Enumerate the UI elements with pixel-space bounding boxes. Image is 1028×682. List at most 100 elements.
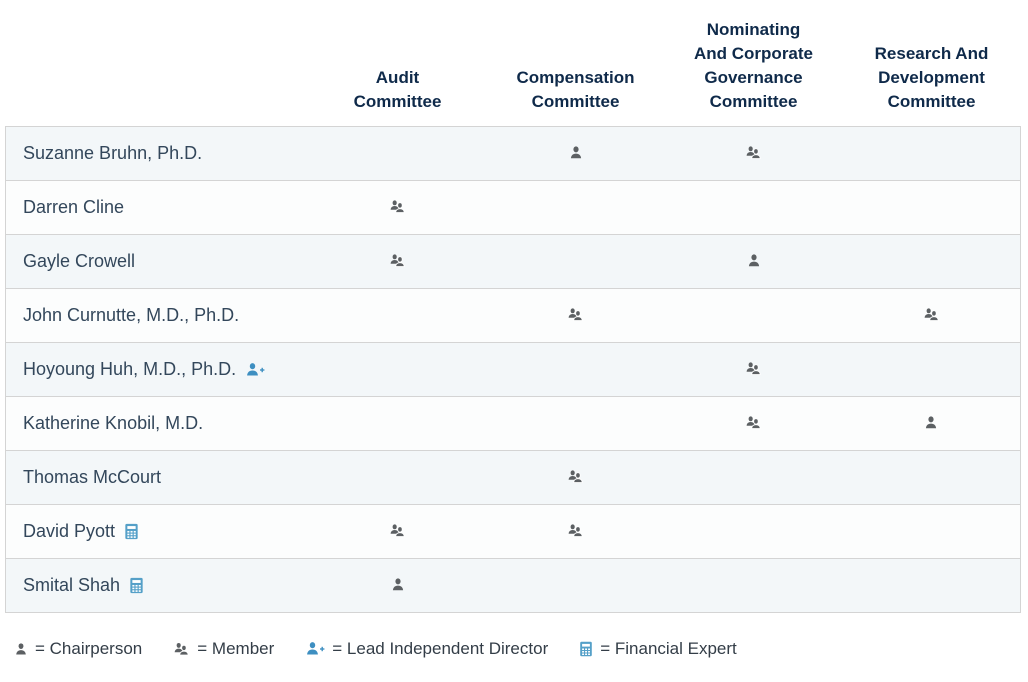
committee-membership-cell [486,450,665,505]
table-row: David Pyott [5,504,1021,559]
member-name: Darren Cline [23,197,125,217]
member-name-column-header [6,0,309,127]
committee-membership-cell [664,396,843,451]
committee-membership-cell [486,234,665,289]
member-name-cell: Thomas McCourt [5,450,309,505]
committee-membership-cell [486,126,665,181]
member-name: Gayle Crowell [23,251,136,271]
legend-item: = Financial Expert [579,639,737,659]
committee-membership-cell [842,180,1021,235]
member-name: John Curnutte, M.D., Ph.D. [23,305,240,325]
committee-membership-cell [664,558,843,613]
table-body: Suzanne Bruhn, Ph.D. Darren Cline Gayle Cr… [5,126,1021,613]
member-name-cell: Darren Cline [5,180,309,235]
member-name-cell: Smital Shah [5,558,309,613]
committee-membership-cell [308,180,487,235]
committee-membership-cell [308,342,487,397]
member-icon [567,523,584,539]
committee-membership-cell [664,288,843,343]
committee-membership-table: Audit Committee Compensation Committee N… [5,0,1021,613]
table-row: Darren Cline [5,180,1021,235]
member-icon [567,307,584,323]
column-header-research-development-committee: Research And Development Committee [874,44,989,111]
committee-membership-cell [842,396,1021,451]
member-name: Suzanne Bruhn, Ph.D. [23,143,203,163]
lead-independent-director-icon [305,641,325,657]
legend-label: = Lead Independent Director [332,639,549,658]
member-name: Smital Shah [23,575,121,595]
chairperson-icon [569,145,583,161]
legend-label: = Member [197,639,275,658]
legend-label: = Chairperson [35,639,143,658]
legend-item: = Lead Independent Director [305,639,548,659]
committee-membership-cell [664,180,843,235]
member-icon [745,415,762,431]
committee-membership-cell [664,450,843,505]
table-row: Smital Shah [5,558,1021,613]
legend-item: = Chairperson [14,639,142,659]
member-icon [389,253,406,269]
committee-membership-cell [842,558,1021,613]
member-icon [389,523,406,539]
committee-membership-cell [842,126,1021,181]
committee-membership-cell [486,288,665,343]
member-icon [745,145,762,161]
committee-membership-cell [664,342,843,397]
legend-label: = Financial Expert [600,639,737,658]
committee-membership-cell [664,234,843,289]
legend-item: = Member [173,639,274,659]
committee-membership-cell [308,288,487,343]
committee-membership-cell [842,450,1021,505]
committee-membership-cell [486,180,665,235]
table-header: Audit Committee Compensation Committee N… [6,0,1021,127]
table-row: John Curnutte, M.D., Ph.D. [5,288,1021,343]
column-header-nominating-governance-committee: Nominating And Corporate Governance Comm… [694,20,813,111]
committee-membership-cell [486,396,665,451]
member-name: Thomas McCourt [23,467,162,487]
committee-membership-cell [842,288,1021,343]
member-name-cell: John Curnutte, M.D., Ph.D. [5,288,309,343]
committee-membership-cell [308,126,487,181]
column-header-audit-committee: Audit Committee [353,68,442,111]
committee-membership-cell [308,396,487,451]
committee-membership-cell [486,342,665,397]
committee-membership-cell [842,342,1021,397]
member-name-cell: Hoyoung Huh, M.D., Ph.D. [5,342,309,397]
committee-membership-cell [308,558,487,613]
committee-membership-cell [664,126,843,181]
table-row: Hoyoung Huh, M.D., Ph.D. [5,342,1021,397]
member-icon [923,307,940,323]
header-row: Audit Committee Compensation Committee N… [6,0,1021,127]
member-name-cell: David Pyott [5,504,309,559]
member-name-cell: Katherine Knobil, M.D. [5,396,309,451]
lead-independent-director-icon [245,362,265,378]
financial-expert-icon [124,523,139,540]
member-name: Katherine Knobil, M.D. [23,413,204,433]
legend: = Chairperson = Member = Lead Independent … [14,639,1028,659]
table-row: Suzanne Bruhn, Ph.D. [5,126,1021,181]
committee-membership-cell [308,234,487,289]
committee-membership-cell [308,504,487,559]
committee-membership-cell [842,504,1021,559]
committee-membership-cell [308,450,487,505]
member-icon [389,199,406,215]
member-name: David Pyott [23,521,116,541]
member-name: Hoyoung Huh, M.D., Ph.D. [23,359,237,379]
table-row: Thomas McCourt [5,450,1021,505]
member-icon [567,469,584,485]
chairperson-icon [391,577,405,593]
table-row: Katherine Knobil, M.D. [5,396,1021,451]
member-icon [745,361,762,377]
committee-membership-cell [486,558,665,613]
financial-expert-icon [129,577,144,594]
committee-membership-cell [842,234,1021,289]
table-row: Gayle Crowell [5,234,1021,289]
chairperson-icon [14,642,28,657]
chairperson-icon [747,253,761,269]
member-icon [173,642,190,657]
committee-membership-cell [486,504,665,559]
member-name-cell: Suzanne Bruhn, Ph.D. [5,126,309,181]
member-name-cell: Gayle Crowell [5,234,309,289]
column-header-compensation-committee: Compensation Committee [516,68,635,111]
